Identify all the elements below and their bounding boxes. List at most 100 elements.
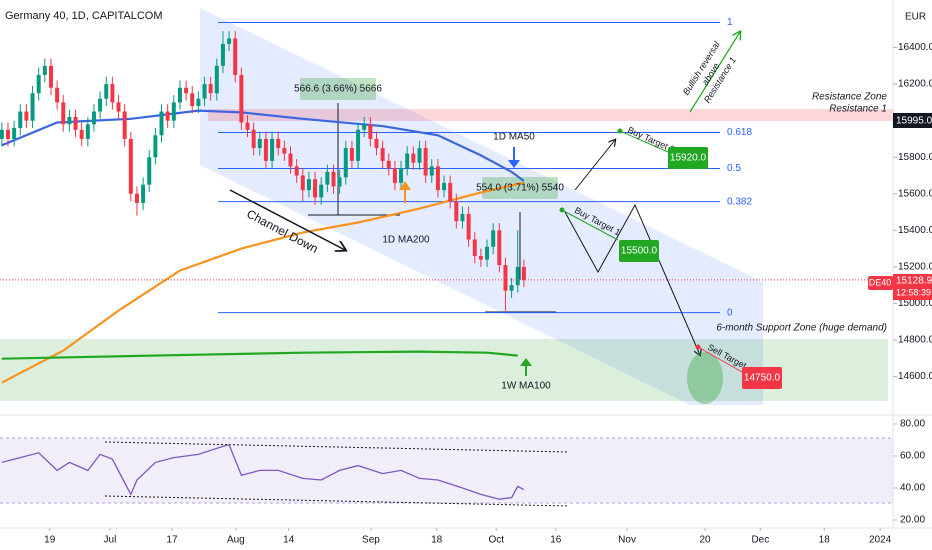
channel-arrow bbox=[229, 189, 345, 250]
target-area bbox=[687, 352, 723, 404]
candle-body bbox=[337, 177, 342, 187]
candle-body bbox=[331, 171, 336, 187]
moving-average bbox=[1, 109, 525, 182]
candle-body bbox=[61, 102, 66, 125]
target-box bbox=[742, 367, 782, 389]
x-tick-label: 14 bbox=[283, 535, 295, 546]
candle-body bbox=[18, 111, 23, 128]
support-zone bbox=[0, 339, 888, 401]
target-box bbox=[619, 240, 659, 262]
candle-body bbox=[233, 38, 238, 75]
candle-body bbox=[417, 148, 422, 163]
candle-body bbox=[368, 124, 373, 139]
candle-body bbox=[141, 184, 146, 203]
candle-body bbox=[98, 98, 103, 112]
candle-body bbox=[128, 138, 133, 194]
fib-label: 0 bbox=[727, 307, 733, 318]
candle-body bbox=[257, 138, 262, 149]
candle-body bbox=[386, 160, 391, 169]
candle-body bbox=[122, 111, 127, 139]
y-tick-label: 16200.0 bbox=[898, 79, 932, 90]
candle-body bbox=[196, 98, 201, 107]
resistance-label: Resistance 1 bbox=[829, 104, 887, 115]
candle-body bbox=[485, 246, 490, 260]
ma200-arrow bbox=[399, 181, 411, 203]
candle-body bbox=[343, 148, 348, 178]
x-tick-label: Oct bbox=[488, 535, 504, 546]
ma50-label: 1D MA50 bbox=[493, 132, 535, 143]
candle-body bbox=[435, 166, 440, 191]
plot: 16400.016200.016000.015800.015600.015400… bbox=[0, 17, 932, 546]
candle-body bbox=[362, 124, 367, 130]
candle-body bbox=[276, 138, 281, 149]
candle-body bbox=[220, 43, 225, 66]
candle-body bbox=[67, 117, 72, 125]
candle-body bbox=[24, 111, 29, 121]
candle-body bbox=[12, 127, 17, 139]
channel-down bbox=[200, 8, 763, 405]
candle-body bbox=[30, 93, 35, 121]
y-tick-label: 15600.0 bbox=[898, 188, 932, 199]
candle-body bbox=[454, 201, 459, 222]
candle-body bbox=[134, 193, 139, 203]
rsi-line bbox=[1, 444, 525, 500]
target-price: 15920.0 bbox=[670, 153, 707, 164]
candle-body bbox=[319, 184, 324, 198]
candle-body bbox=[245, 122, 250, 130]
resistance-label: Resistance Zone bbox=[812, 92, 887, 103]
candle-body bbox=[5, 129, 10, 139]
candle-body bbox=[214, 65, 219, 94]
ma50-arrow bbox=[508, 147, 520, 168]
candle-body bbox=[503, 265, 508, 291]
resistance-zone bbox=[208, 109, 893, 121]
background bbox=[0, 0, 932, 529]
x-tick-label: 19 bbox=[44, 535, 56, 546]
bullish-label: Bullish reversal above Resistance 1 bbox=[681, 39, 738, 105]
x-tick-label: Aug bbox=[227, 535, 245, 546]
x-tick-label: 20 bbox=[700, 535, 712, 546]
moving-average bbox=[1, 350, 518, 360]
candle-body bbox=[300, 175, 305, 191]
rsi-tick-label: 20.00 bbox=[900, 515, 925, 526]
measure-box bbox=[482, 177, 558, 199]
candle-body bbox=[423, 148, 428, 176]
target-box bbox=[668, 147, 708, 169]
candle-body bbox=[374, 138, 379, 149]
candle-body bbox=[184, 87, 189, 94]
fib-label: 0.382 bbox=[727, 196, 752, 207]
candle-body bbox=[270, 138, 275, 161]
candle-body bbox=[497, 230, 502, 266]
candle-body bbox=[282, 148, 287, 154]
candle-body bbox=[165, 111, 170, 121]
candle-body bbox=[116, 102, 121, 112]
bullish-arrow bbox=[689, 32, 740, 113]
x-tick-label: Jul bbox=[104, 535, 117, 546]
candle-body bbox=[411, 153, 416, 163]
y-tick-label: 14800.0 bbox=[898, 335, 932, 346]
x-tick-label: 2024 bbox=[869, 535, 892, 546]
measure-label: 554.0 (3.71%) 5540 bbox=[476, 183, 564, 194]
y-tick-label: 16400.0 bbox=[898, 42, 932, 53]
y-tick-label: 15000.0 bbox=[898, 298, 932, 309]
resistance-price: 15995.0 bbox=[896, 116, 932, 127]
candle-body bbox=[73, 117, 78, 130]
candle-body bbox=[356, 129, 361, 161]
candle-body bbox=[153, 135, 158, 158]
candle-body bbox=[429, 166, 434, 176]
ma100-label: 1W MA100 bbox=[501, 381, 551, 392]
candle-body bbox=[288, 153, 293, 167]
candle-body bbox=[147, 157, 152, 185]
candle-body bbox=[521, 266, 526, 280]
x-tick-label: Dec bbox=[751, 535, 769, 546]
candle-body bbox=[48, 65, 53, 88]
candle-body bbox=[171, 102, 176, 121]
candle-body bbox=[42, 65, 47, 75]
x-tick-label: Sep bbox=[362, 535, 380, 546]
candle-body bbox=[509, 285, 514, 291]
projection bbox=[564, 203, 700, 355]
candle-body bbox=[392, 168, 397, 183]
rsi-trendline bbox=[104, 495, 569, 507]
candle-body bbox=[79, 129, 84, 139]
candle-body bbox=[85, 124, 90, 139]
